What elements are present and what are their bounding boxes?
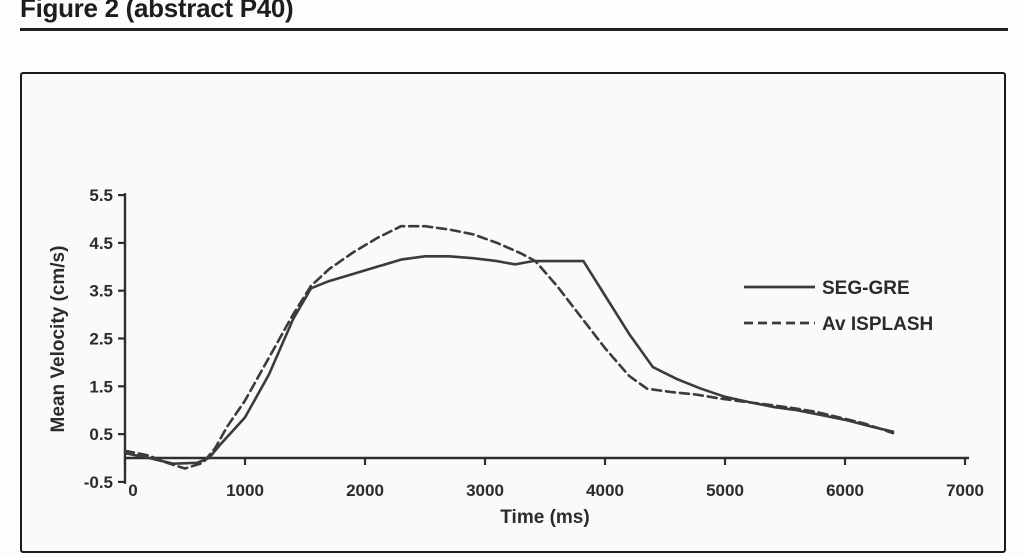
x-tick-label: 2000 xyxy=(346,481,384,500)
y-tick-label: 0.5 xyxy=(89,425,113,444)
y-tick-label: 3.5 xyxy=(89,282,113,301)
y-tick-label: 4.5 xyxy=(89,234,113,253)
title-divider xyxy=(20,28,1008,31)
legend-label: SEG-GRE xyxy=(822,278,910,299)
series-av-isplash xyxy=(123,224,895,470)
legend-label: Av ISPLASH xyxy=(822,314,933,335)
x-tick-label: 5000 xyxy=(706,481,744,500)
x-tick-label: 1000 xyxy=(226,481,264,500)
y-tick-label: -0.5 xyxy=(84,473,113,492)
x-tick-label: 7000 xyxy=(946,481,984,500)
x-tick-label: 0 xyxy=(128,481,137,500)
chart-panel: 5.5 4.5 3.5 2.5 1.5 0.5 -0.5 0 1000 2000 3000 4000 5… xyxy=(20,72,1006,553)
chart-legend: SEG-GRE Av ISPLASH xyxy=(744,278,933,335)
x-tick-label: 6000 xyxy=(826,481,864,500)
y-axis-title: Mean Velocity (cm/s) xyxy=(48,246,69,433)
line-chart: 5.5 4.5 3.5 2.5 1.5 0.5 -0.5 0 1000 2000 3000 4000 5… xyxy=(48,186,984,528)
figure-title: Figure 2 (abstract P40) xyxy=(20,0,294,23)
chart-axes: 5.5 4.5 3.5 2.5 1.5 0.5 -0.5 0 1000 2000 3000 4000 5… xyxy=(48,186,984,528)
y-tick-label: 2.5 xyxy=(89,330,113,349)
y-tick-label: 5.5 xyxy=(89,186,113,205)
x-tick-label: 3000 xyxy=(466,481,504,500)
x-axis-title: Time (ms) xyxy=(500,507,589,528)
y-tick-label: 1.5 xyxy=(89,377,113,396)
x-tick-label: 4000 xyxy=(586,481,624,500)
chart-series xyxy=(123,224,895,470)
